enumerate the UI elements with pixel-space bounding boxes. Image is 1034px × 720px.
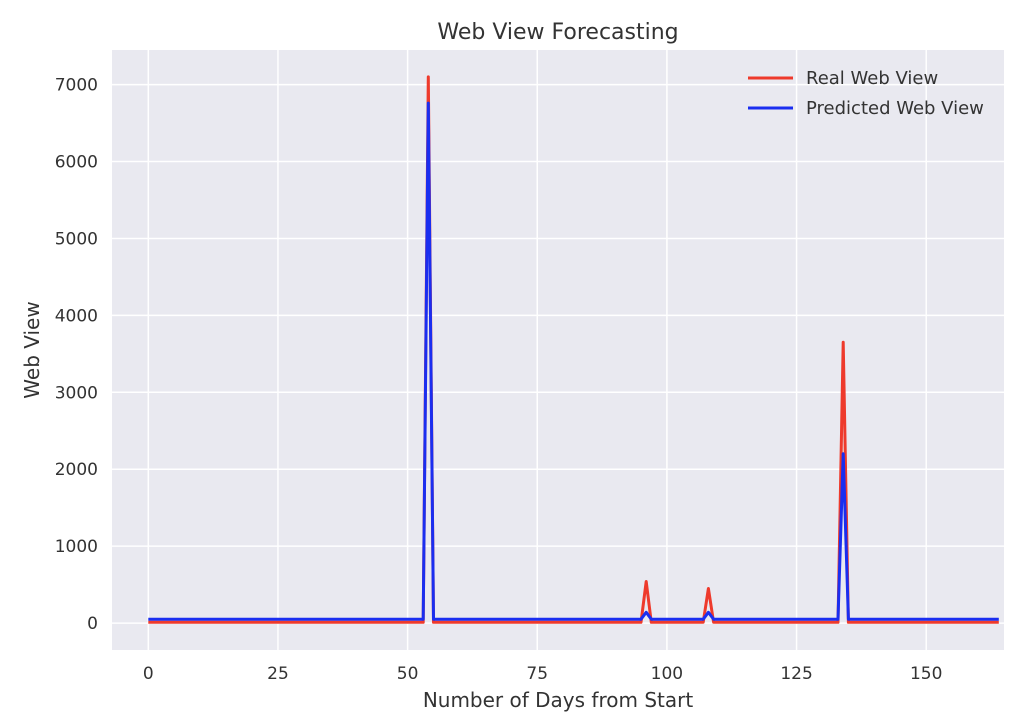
x-tick-label: 125: [780, 664, 812, 684]
x-tick-label: 25: [267, 664, 289, 684]
legend-label-predicted: Predicted Web View: [806, 98, 984, 119]
y-tick-label: 3000: [55, 383, 98, 403]
y-tick-label: 1000: [55, 537, 98, 557]
grid-lines: [112, 50, 1004, 650]
y-tick-label: 0: [87, 614, 98, 634]
x-tick-label: 75: [526, 664, 548, 684]
x-tick-label: 0: [143, 664, 154, 684]
y-tick-label: 5000: [55, 229, 98, 249]
series-line-predicted: [148, 101, 999, 621]
y-tick-label: 4000: [55, 306, 98, 326]
chart-title: Web View Forecasting: [437, 20, 678, 45]
legend-label-real: Real Web View: [806, 68, 938, 89]
series-lines: [148, 75, 999, 624]
x-tick-label: 100: [651, 664, 683, 684]
y-tick-label: 7000: [55, 76, 98, 96]
y-tick-label: 2000: [55, 460, 98, 480]
x-tick-label: 50: [397, 664, 419, 684]
y-axis-label: Web View: [20, 301, 44, 398]
y-tick-label: 6000: [55, 153, 98, 173]
plot-background: [112, 50, 1004, 650]
tick-labels: 0 25 50 75 100 125 150 0 1000 2000 3000 4000 5000 600…: [55, 76, 943, 684]
x-axis-label: Number of Days from Start: [423, 688, 694, 712]
x-tick-label: 150: [910, 664, 942, 684]
legend: Real Web View Predicted Web View: [748, 68, 984, 119]
